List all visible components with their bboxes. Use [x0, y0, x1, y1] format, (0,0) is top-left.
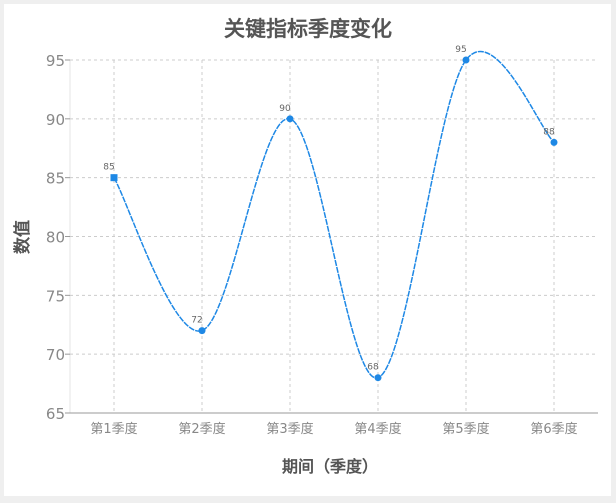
data-label: 95 [455, 45, 466, 55]
data-point [286, 115, 294, 123]
chart-card [4, 4, 611, 496]
data-point [462, 56, 470, 64]
x-tick-label: 第4季度 [354, 421, 401, 437]
x-tick-label: 第2季度 [178, 421, 225, 437]
y-tick-label: 75 [46, 287, 65, 305]
x-tick-label: 第6季度 [530, 421, 577, 437]
data-point [374, 374, 382, 382]
data-label: 85 [103, 163, 114, 173]
data-point [110, 174, 118, 182]
y-tick-label: 90 [46, 111, 65, 129]
y-tick-label: 80 [46, 229, 65, 247]
data-label: 72 [191, 316, 202, 326]
x-axis-label: 期间（季度） [282, 457, 378, 476]
data-label: 88 [543, 127, 555, 137]
chart-title: 关键指标季度变化 [224, 17, 392, 41]
y-tick-label: 85 [46, 170, 65, 188]
data-point [198, 327, 206, 335]
x-tick-label: 第5季度 [442, 421, 489, 437]
x-tick-label: 第1季度 [90, 421, 137, 437]
data-label: 90 [279, 104, 291, 114]
y-tick-label: 65 [46, 405, 65, 423]
y-axis-label: 数值 [12, 220, 33, 254]
data-label: 68 [367, 363, 379, 373]
y-tick-label: 70 [46, 346, 65, 364]
y-tick-label: 95 [46, 52, 65, 70]
data-point [550, 138, 558, 146]
x-tick-label: 第3季度 [266, 421, 313, 437]
series-line [113, 50, 555, 379]
